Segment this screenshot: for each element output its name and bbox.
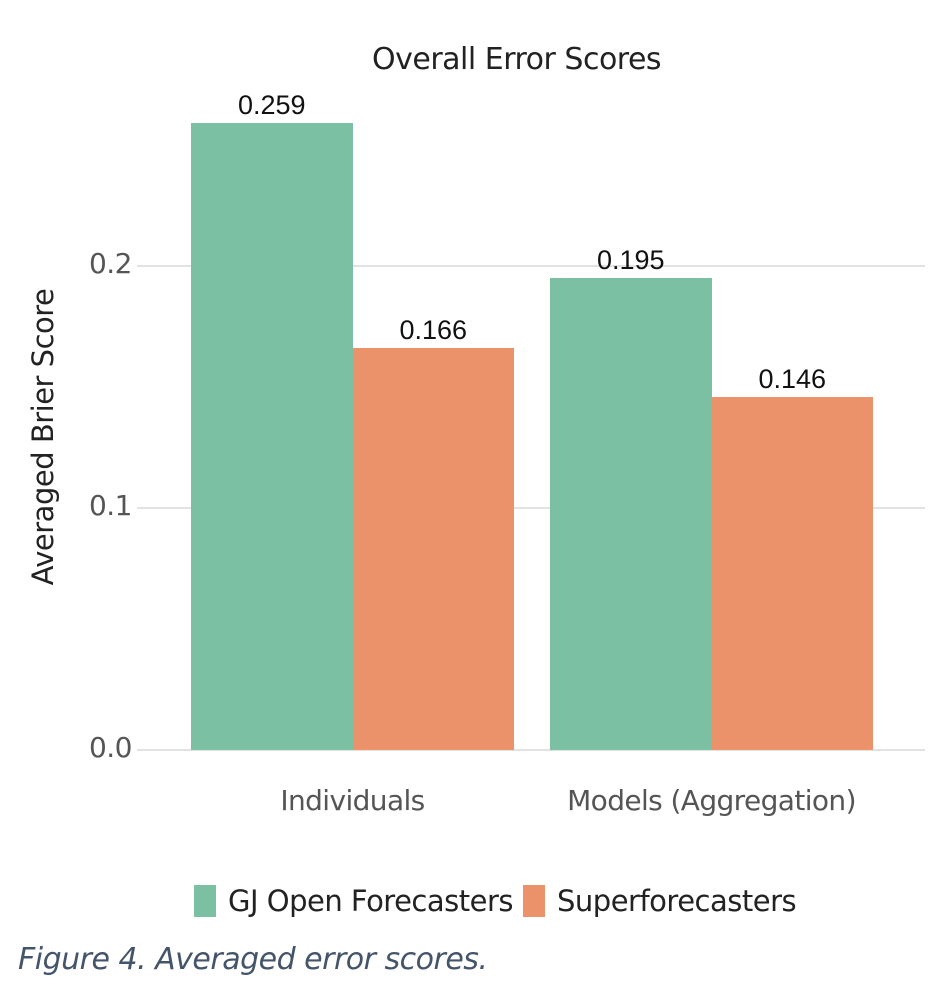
legend-label: Superforecasters xyxy=(557,884,797,918)
y-axis-label: Averaged Brier Score xyxy=(26,288,60,586)
y-tick-label: 0.0 xyxy=(88,731,133,764)
legend-swatch-icon xyxy=(194,885,216,917)
y-tick-label: 0.1 xyxy=(88,489,133,522)
y-tick-label: 0.2 xyxy=(88,247,133,280)
bar xyxy=(711,396,873,750)
legend-label: GJ Open Forecasters xyxy=(228,884,514,918)
bar-value-label: 0.166 xyxy=(399,315,468,346)
legend-item: GJ Open Forecasters xyxy=(194,884,514,918)
legend-swatch-icon xyxy=(523,885,546,917)
gridline xyxy=(137,749,925,751)
bar xyxy=(191,123,353,750)
legend-item: Superforecasters xyxy=(523,884,797,918)
bar-value-label: 0.259 xyxy=(237,90,306,121)
bar xyxy=(550,278,712,750)
x-tick-label: Models (Aggregation) xyxy=(567,784,856,817)
legend: GJ Open Forecasters Superforecasters xyxy=(194,884,806,918)
gridline xyxy=(137,265,925,267)
figure-caption: Figure 4. Averaged error scores. xyxy=(18,942,488,977)
bar xyxy=(352,348,514,750)
x-tick-label: Individuals xyxy=(280,784,425,817)
bar-value-label: 0.146 xyxy=(758,363,827,394)
gridline xyxy=(137,507,925,509)
chart-title-text: Overall Error Scores xyxy=(372,42,662,77)
bar-value-label: 0.195 xyxy=(596,245,665,276)
